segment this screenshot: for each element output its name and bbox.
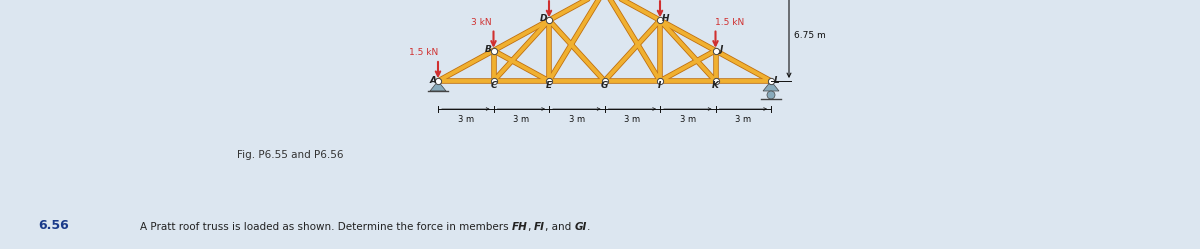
Text: 3 m: 3 m (736, 115, 751, 124)
Text: ,: , (528, 222, 534, 232)
Circle shape (767, 91, 775, 99)
Text: Fig. P6.55 and P6.56: Fig. P6.55 and P6.56 (236, 150, 343, 160)
Text: H: H (662, 14, 670, 23)
Text: 6.75 m: 6.75 m (794, 31, 826, 40)
Text: B: B (485, 45, 491, 54)
Text: 1.5 kN: 1.5 kN (409, 48, 439, 57)
Text: .: . (587, 222, 590, 232)
Text: A: A (430, 76, 437, 85)
Text: D: D (540, 14, 547, 23)
Polygon shape (763, 81, 779, 91)
Text: 3 m: 3 m (457, 115, 474, 124)
Text: I: I (659, 81, 661, 90)
Text: FH: FH (512, 222, 528, 232)
Text: C: C (490, 81, 497, 90)
Text: G: G (601, 81, 608, 90)
Polygon shape (430, 81, 446, 91)
Text: , and: , and (545, 222, 575, 232)
Text: 3 m: 3 m (514, 115, 529, 124)
Text: J: J (719, 45, 722, 54)
Text: A Pratt roof truss is loaded as shown. Determine the force in members: A Pratt roof truss is loaded as shown. D… (140, 222, 512, 232)
Text: 3 m: 3 m (624, 115, 641, 124)
Text: 3 kN: 3 kN (472, 18, 492, 27)
Text: 3 m: 3 m (569, 115, 584, 124)
Text: E: E (546, 81, 552, 90)
Text: 1.5 kN: 1.5 kN (715, 18, 744, 27)
Text: FI: FI (534, 222, 545, 232)
Text: L: L (774, 76, 780, 85)
Text: K: K (712, 81, 719, 90)
Text: GI: GI (575, 222, 587, 232)
Text: 6.56: 6.56 (38, 219, 68, 232)
Text: 3 m: 3 m (679, 115, 696, 124)
